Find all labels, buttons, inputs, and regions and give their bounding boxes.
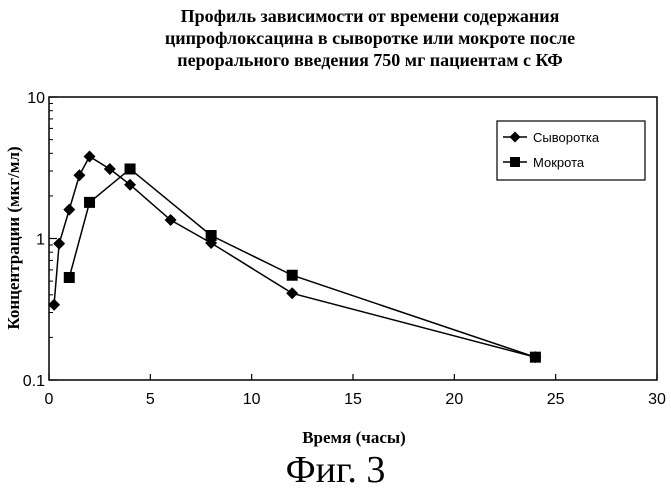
chart-title: Профиль зависимости от времени содержани… xyxy=(110,5,630,71)
data-point-diamond xyxy=(48,298,61,311)
x-axis-ticks: 0 5 10 15 20 25 30 xyxy=(45,374,666,408)
legend-label: Сыворотка xyxy=(533,130,600,145)
data-point-square xyxy=(286,269,298,281)
line-chart: 0 5 10 15 20 25 30 0.1 1 10 Сыворотка Мокрота Вре… xyxy=(4,90,666,447)
data-point-diamond xyxy=(286,287,299,300)
y-axis-label: Концентрации (мкг/мл) xyxy=(4,146,23,329)
data-point-diamond xyxy=(164,214,177,227)
data-point-diamond xyxy=(73,169,86,182)
x-tick-label: 0 xyxy=(45,391,54,408)
data-point-diamond xyxy=(53,237,66,250)
data-point-diamond xyxy=(83,150,96,163)
data-point-square xyxy=(84,196,96,208)
x-tick-label: 30 xyxy=(648,391,666,408)
data-point-diamond xyxy=(124,178,137,191)
data-point-diamond xyxy=(63,203,76,216)
x-tick-label: 20 xyxy=(445,391,463,408)
legend-marker-square xyxy=(510,157,520,167)
series-group xyxy=(48,150,542,364)
x-tick-label: 25 xyxy=(547,391,565,408)
series-line-square xyxy=(68,168,536,358)
figure-caption: Фиг. 3 xyxy=(285,449,386,491)
y-tick-label: 10 xyxy=(27,90,45,107)
chart-title-line: перорального введения 750 мг пациентам с… xyxy=(177,50,563,70)
x-axis-label: Время (часы) xyxy=(302,428,406,447)
x-tick-label: 5 xyxy=(146,391,155,408)
data-point-diamond xyxy=(103,162,116,175)
y-tick-label: 1 xyxy=(36,232,45,249)
y-axis-ticks: 0.1 1 10 xyxy=(23,90,57,390)
data-point-square xyxy=(529,351,541,363)
x-tick-label: 15 xyxy=(344,391,362,408)
legend-label: Мокрота xyxy=(533,155,585,170)
legend-box xyxy=(496,120,646,181)
x-tick-label: 10 xyxy=(243,391,261,408)
data-point-square xyxy=(205,230,217,242)
legend-marker-diamond xyxy=(509,131,521,143)
chart-title-line: Профиль зависимости от времени содержани… xyxy=(180,6,560,26)
legend: Сыворотка Мокрота xyxy=(496,120,646,181)
chart-title-line: ципрофлоксацина в сыворотке или мокроте … xyxy=(164,28,576,48)
data-point-square xyxy=(63,272,75,284)
data-point-square xyxy=(124,163,136,175)
y-tick-label: 0.1 xyxy=(23,373,45,390)
